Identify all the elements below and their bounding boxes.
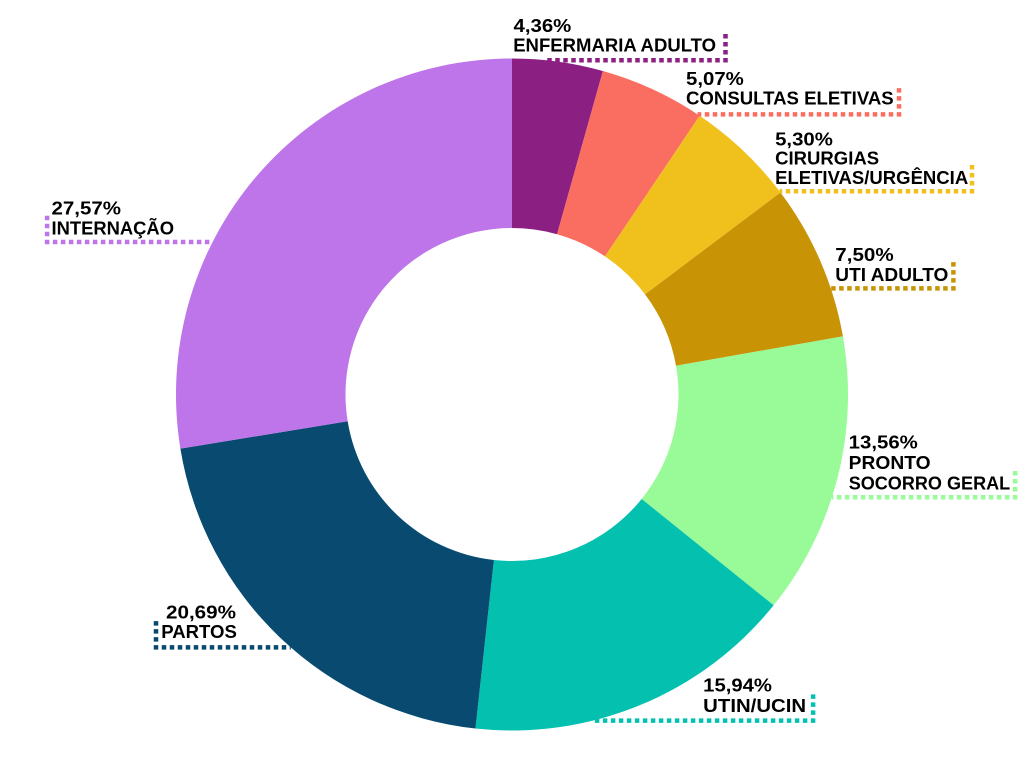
svg-text:20,69%: 20,69% bbox=[166, 602, 237, 623]
svg-text:CIRURGIAS: CIRURGIAS bbox=[775, 148, 879, 169]
svg-text:13,56%: 13,56% bbox=[849, 432, 919, 453]
svg-text:7,50%: 7,50% bbox=[835, 244, 894, 265]
svg-text:CONSULTAS ELETIVAS: CONSULTAS ELETIVAS bbox=[686, 88, 894, 109]
svg-text:SOCORRO GERAL: SOCORRO GERAL bbox=[849, 472, 1011, 493]
svg-text:5,07%: 5,07% bbox=[686, 68, 744, 89]
svg-text:INTERNAÇÃO: INTERNAÇÃO bbox=[52, 217, 175, 238]
svg-text:UTI ADULTO: UTI ADULTO bbox=[835, 264, 948, 285]
svg-text:PARTOS: PARTOS bbox=[161, 621, 237, 642]
svg-text:ENFERMARIA ADULTO: ENFERMARIA ADULTO bbox=[513, 34, 716, 55]
svg-text:ELETIVAS/URGÊNCIA: ELETIVAS/URGÊNCIA bbox=[775, 167, 968, 188]
svg-text:4,36%: 4,36% bbox=[514, 15, 572, 36]
svg-text:UTIN/UCIN: UTIN/UCIN bbox=[703, 695, 806, 716]
svg-text:15,94%: 15,94% bbox=[703, 674, 772, 695]
svg-text:27,57%: 27,57% bbox=[52, 198, 122, 219]
svg-text:5,30%: 5,30% bbox=[775, 128, 833, 149]
svg-text:PRONTO: PRONTO bbox=[849, 452, 931, 473]
